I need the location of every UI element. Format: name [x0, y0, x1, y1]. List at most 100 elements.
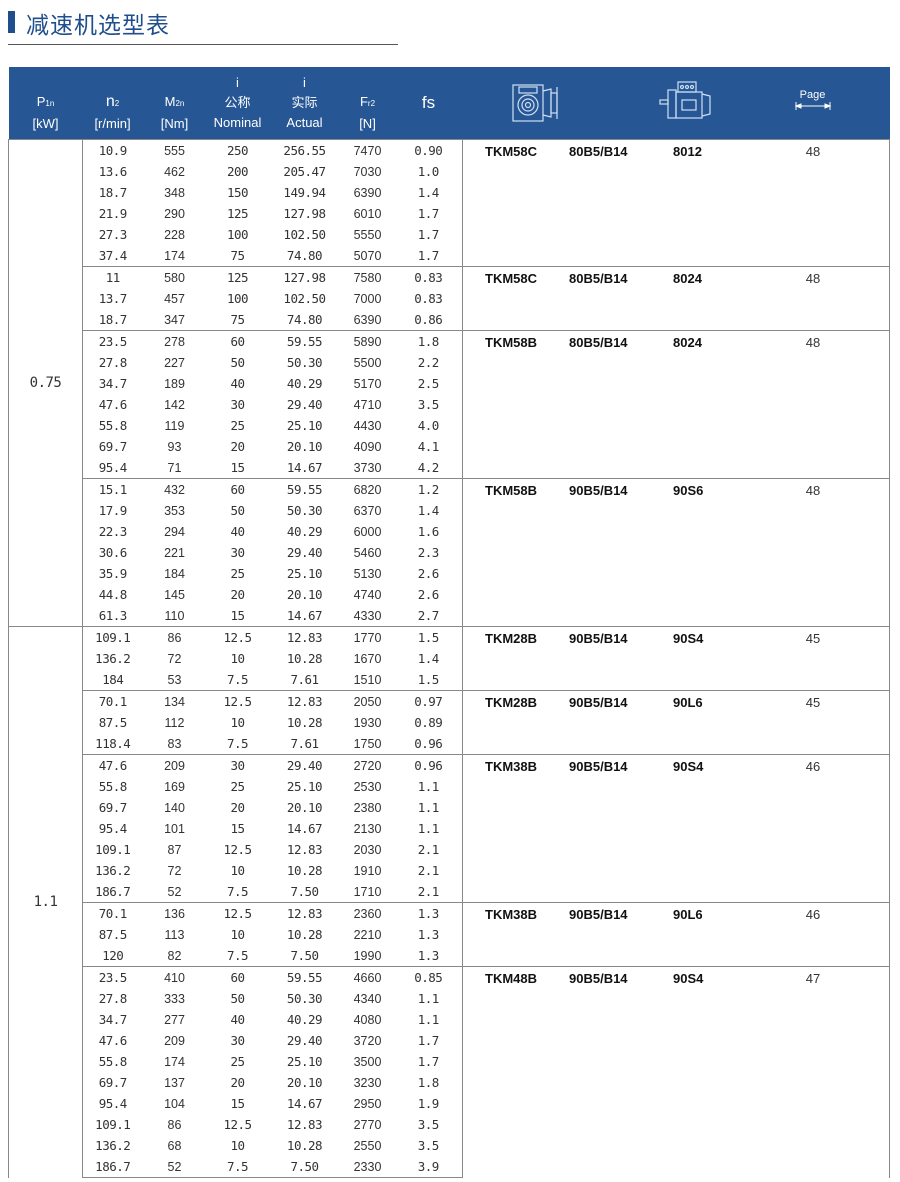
table-row: 27.3 228 100 102.50 5550 1.7 [9, 224, 890, 245]
motor-type: 8012 [673, 144, 702, 159]
fr2-cell: 2330 [340, 1156, 395, 1178]
i-actual-cell: 12.83 [268, 626, 341, 648]
i-actual-cell: 14.67 [286, 821, 323, 836]
table-row: 47.6 209 30 29.40 3720 1.7 [9, 1030, 890, 1051]
header-i-actual: i 实际 Actual [268, 67, 341, 140]
fs-cell: 0.85 [394, 966, 463, 988]
m2n-cell: 86 [167, 1117, 182, 1132]
flange-size: 90B5/B14 [569, 759, 628, 774]
table-row: 27.8 333 50 50.30 4340 1.1 [9, 988, 890, 1009]
i-nominal-cell: 30 [206, 754, 269, 776]
fr2-cell: 4330 [353, 608, 382, 623]
n2-cell: 95.4 [98, 460, 128, 475]
m2n-cell: 104 [164, 1096, 185, 1111]
i-actual-cell: 59.55 [268, 478, 341, 500]
fs-cell: 4.0 [417, 418, 440, 433]
i-nominal-cell: 10 [230, 715, 245, 730]
table-row: 186.7 52 7.5 7.50 2330 3.9 [9, 1156, 890, 1178]
m2n-cell: 101 [164, 821, 185, 836]
motor-type: 8024 [673, 335, 702, 350]
fs-cell: 1.8 [394, 330, 463, 352]
table-row: 69.7 93 20 20.10 4090 4.1 [9, 436, 890, 457]
motor-type: 90S4 [673, 971, 704, 986]
i-actual-cell: 29.40 [268, 754, 341, 776]
fs-cell: 0.86 [414, 312, 443, 327]
i-actual-cell: 7.50 [290, 948, 319, 963]
n2-cell: 70.1 [82, 690, 143, 712]
i-actual-cell: 40.29 [286, 376, 323, 391]
i-nominal-cell: 15 [230, 821, 245, 836]
fr2-cell: 7030 [353, 164, 382, 179]
n2-cell: 184 [102, 672, 124, 687]
i-nominal-cell: 20 [230, 800, 245, 815]
fs-cell: 1.1 [417, 991, 440, 1006]
model-info-cell: TKM58B 80B5/B14 8024 48 [462, 330, 890, 479]
table-row: 23.5 410 60 59.55 4660 0.85 TKM48B 90B5/B14 90S4… [9, 966, 890, 1178]
n2-cell: 55.8 [98, 418, 128, 433]
m2n-cell: 82 [167, 948, 182, 963]
fr2-cell: 2770 [353, 1117, 382, 1132]
i-actual-cell: 102.50 [283, 227, 326, 242]
worm-gearbox-icon [511, 83, 563, 129]
n2-cell: 23.5 [82, 966, 143, 988]
m2n-cell: 134 [142, 690, 207, 712]
motor-type: 90S4 [673, 631, 704, 646]
i-nominal-cell: 7.5 [206, 1156, 269, 1178]
fs-cell: 2.1 [417, 884, 440, 899]
fr2-cell: 4430 [353, 418, 382, 433]
n2-cell: 109.1 [95, 842, 131, 857]
i-actual-cell: 40.29 [286, 524, 323, 539]
m2n-cell: 72 [167, 651, 182, 666]
m2n-cell: 410 [142, 966, 207, 988]
n2-cell: 120 [102, 948, 124, 963]
i-actual-cell: 10.28 [286, 651, 323, 666]
m2n-cell: 580 [142, 266, 207, 288]
n2-cell: 47.6 [98, 1033, 128, 1048]
m2n-cell: 227 [164, 355, 185, 370]
n2-cell: 136.2 [95, 651, 131, 666]
n2-cell: 186.7 [95, 884, 131, 899]
model-info-cell: TKM48B 90B5/B14 90S4 47 [462, 966, 890, 1178]
fr2-cell: 5460 [353, 545, 382, 560]
table-row: 70.1 134 12.5 12.83 2050 0.97 TKM28B 90B5/B14 90… [9, 690, 890, 755]
n2-cell: 27.3 [98, 227, 128, 242]
motor-type: 90L6 [673, 695, 703, 710]
fs-cell: 2.6 [417, 587, 440, 602]
table-row: 184 53 7.5 7.61 1510 1.5 [9, 669, 890, 691]
fs-cell: 1.0 [417, 164, 440, 179]
fr2-cell: 6820 [340, 478, 395, 500]
i-nominal-cell: 12.5 [223, 842, 252, 857]
table-row: 55.8 119 25 25.10 4430 4.0 [9, 415, 890, 436]
fr2-cell: 4090 [353, 439, 382, 454]
m2n-cell: 52 [167, 884, 182, 899]
fr2-cell: 6010 [353, 206, 382, 221]
i-actual-cell: 25.10 [286, 1054, 323, 1069]
fs-cell: 2.5 [417, 376, 440, 391]
i-nominal-cell: 40 [230, 1012, 245, 1027]
i-nominal-cell: 7.5 [226, 672, 249, 687]
page-title: 减速机选型表 [26, 12, 170, 38]
n2-cell: 95.4 [98, 821, 128, 836]
fs-cell: 1.4 [417, 503, 440, 518]
i-nominal-cell: 40 [230, 376, 245, 391]
n2-cell: 109.1 [95, 1117, 131, 1132]
fs-cell: 2.1 [417, 863, 440, 878]
i-nominal-cell: 15 [230, 460, 245, 475]
i-actual-cell: 29.40 [286, 397, 323, 412]
i-actual-cell: 74.80 [286, 312, 323, 327]
fr2-cell: 4340 [353, 991, 382, 1006]
m2n-cell: 555 [142, 139, 207, 161]
fr2-cell: 2720 [340, 754, 395, 776]
fr2-cell: 5170 [353, 376, 382, 391]
page-number: 46 [805, 759, 821, 774]
i-nominal-cell: 75 [230, 248, 245, 263]
i-actual-cell: 10.28 [286, 927, 323, 942]
table-row: 186.7 52 7.5 7.50 1710 2.1 [9, 881, 890, 903]
fr2-cell: 5130 [353, 566, 382, 581]
fs-cell: 1.2 [394, 478, 463, 500]
m2n-cell: 83 [167, 736, 182, 751]
i-actual-cell: 14.67 [286, 1096, 323, 1111]
fs-cell: 0.90 [394, 139, 463, 161]
page-number: 48 [805, 335, 821, 350]
m2n-cell: 113 [164, 927, 185, 942]
